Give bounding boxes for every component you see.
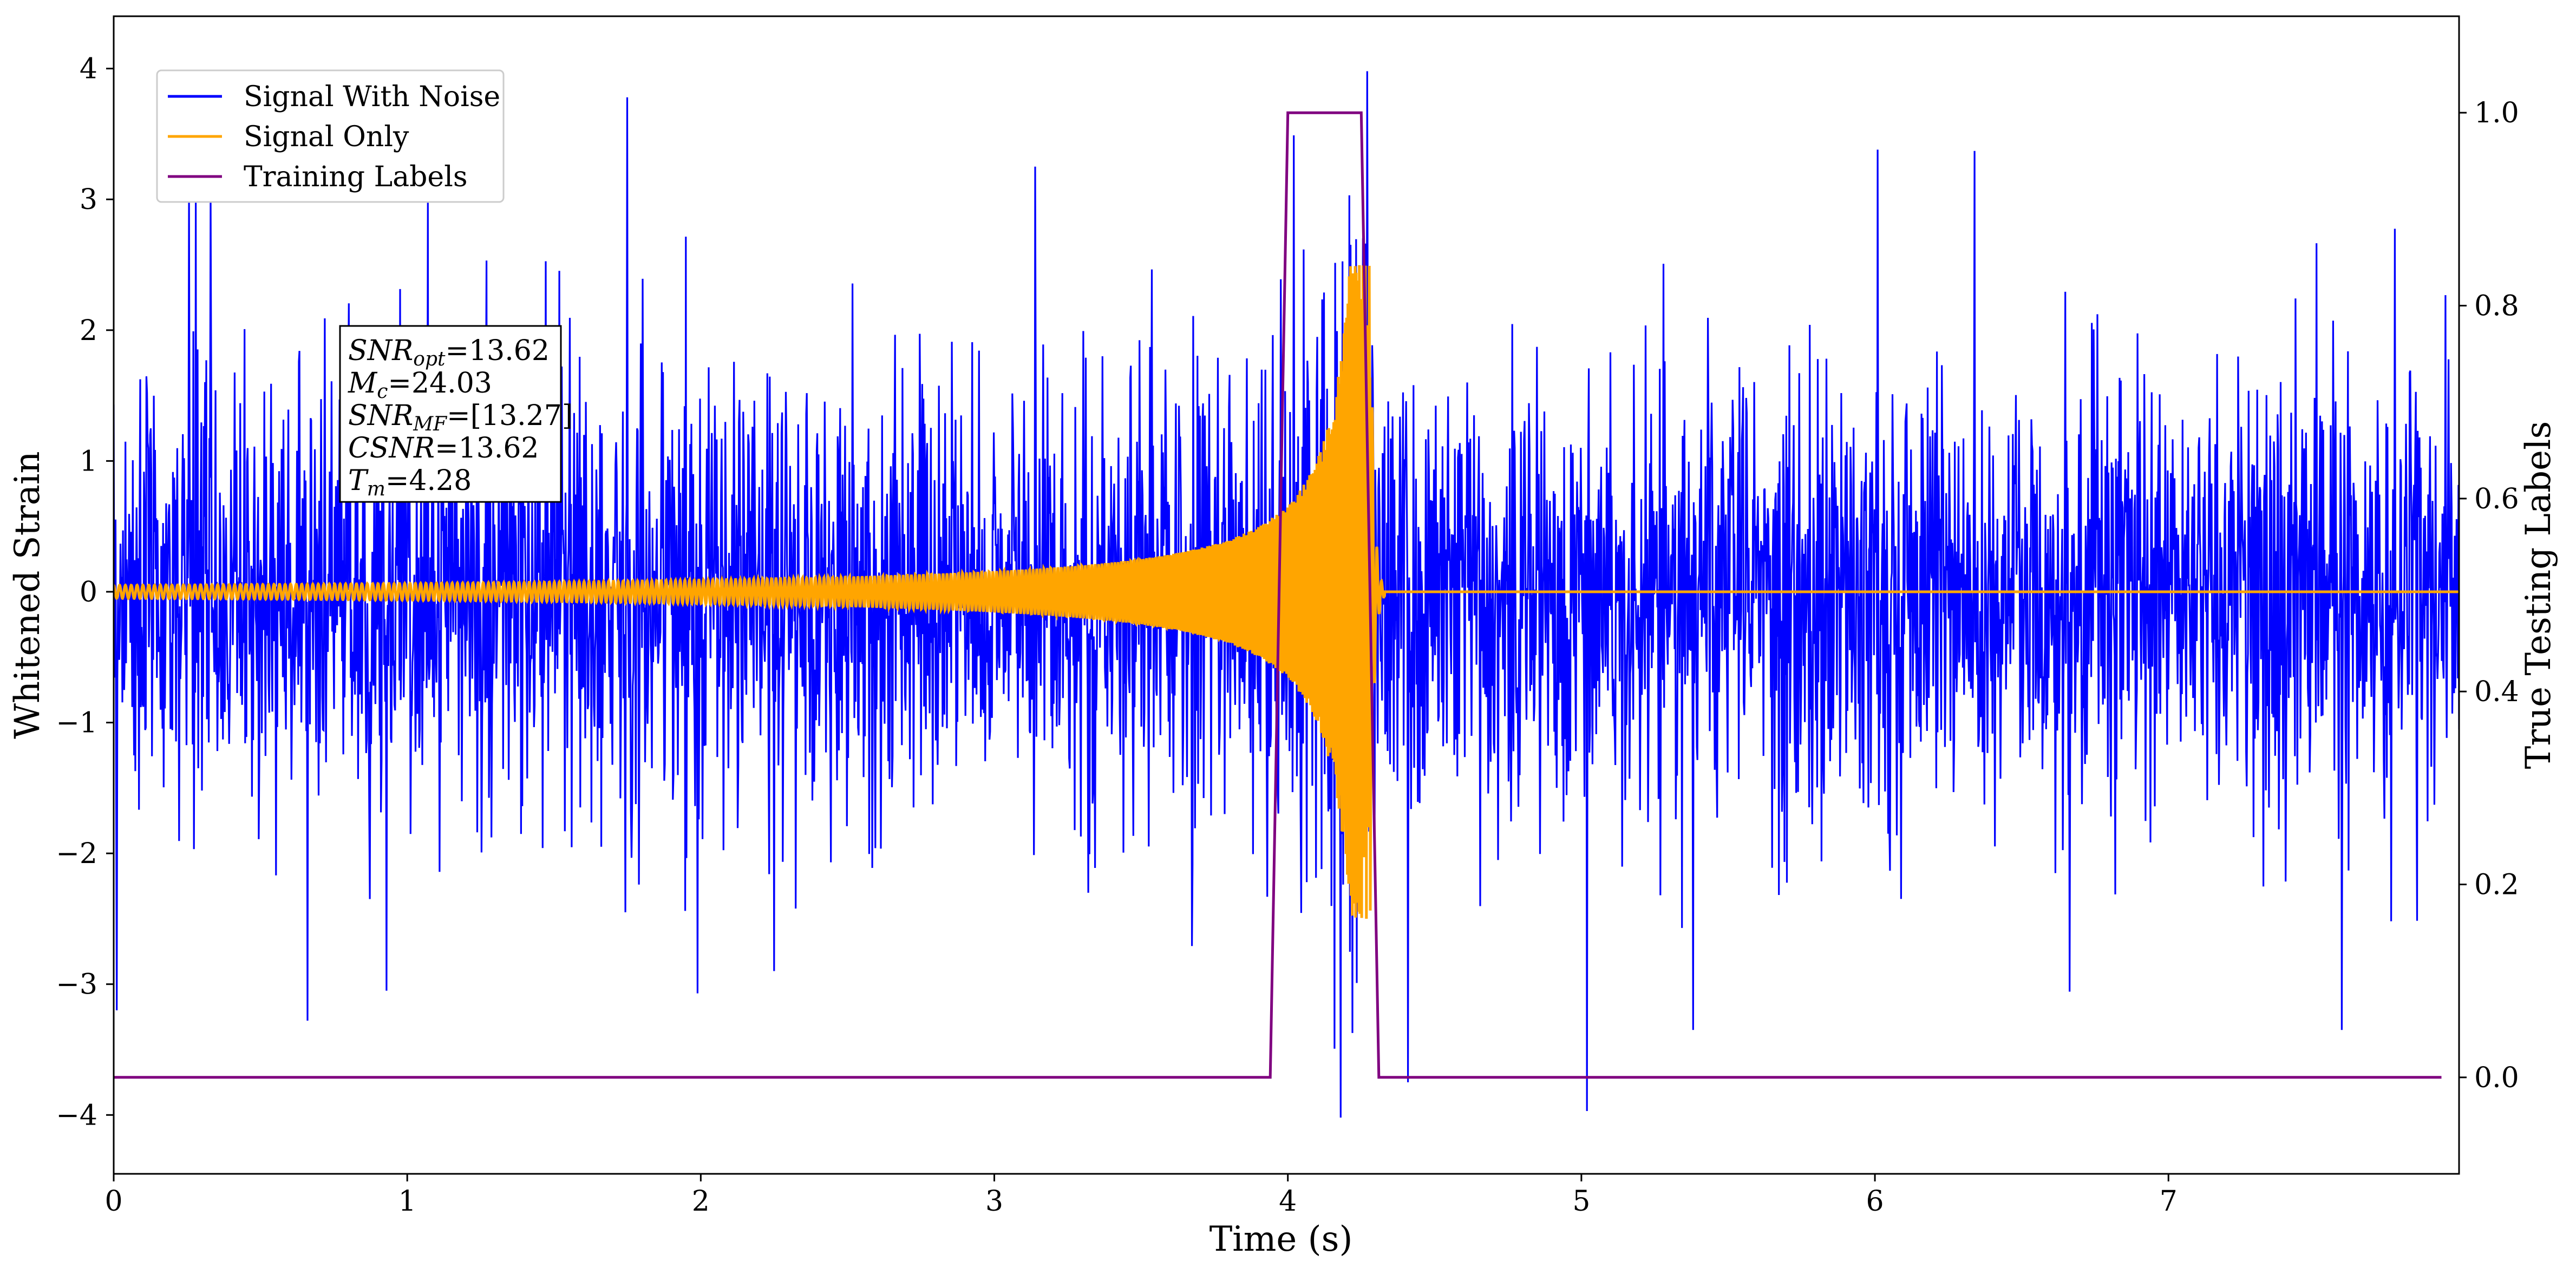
- annotation-frame: [339, 325, 562, 503]
- y-right-tick-label-1: 0.2: [2474, 869, 2519, 901]
- y-left-tick-label-0: −4: [56, 1099, 97, 1132]
- x-tick-label-3: 3: [985, 1185, 1003, 1218]
- x-tick-label-5: 5: [1572, 1185, 1590, 1218]
- series-signal-with-noise: [114, 71, 2459, 1118]
- y-right-tick-label-4: 0.8: [2474, 290, 2519, 323]
- series-training-labels: [114, 111, 2442, 1079]
- plot-frame: [113, 15, 2460, 1175]
- annotation-snr-opt: SNRopt=13.62: [348, 335, 550, 370]
- legend-box: [156, 69, 505, 203]
- legend-label-training-labels: Training Labels: [244, 161, 468, 193]
- x-tick-label-7: 7: [2160, 1185, 2178, 1218]
- y-left-tick-label-1: −3: [56, 969, 97, 1001]
- x-tick-label-2: 2: [692, 1185, 710, 1218]
- y-left-tick-label-7: 3: [80, 184, 97, 216]
- legend: Signal With Noise Signal Only Training L…: [156, 69, 505, 203]
- axes-layer: 0 1 2 3 4 5 6 7 −4 −3 −2 −1 0 1 2 3 4 0.0 0.2 0.4 0.6 0.8 1.0: [56, 53, 2519, 1218]
- x-axis-label: Time (s): [1209, 1219, 1353, 1259]
- x-tick-label-0: 0: [104, 1185, 122, 1218]
- y-axis-right-label: True Testing Labels: [2519, 421, 2559, 769]
- annotation-csnr: CSNR=13.62: [348, 432, 539, 465]
- y-left-tick-label-4: 0: [80, 576, 97, 609]
- annotation-snr-mf: SNRMF=[13.27]: [348, 400, 573, 435]
- annotation-mc: Mc=24.03: [348, 367, 492, 403]
- x-tick-label-1: 1: [398, 1185, 416, 1218]
- y-axis-left-label: Whitened Strain: [8, 451, 48, 739]
- series-layer: [114, 71, 2459, 1118]
- y-left-tick-label-8: 4: [80, 53, 97, 86]
- series-signal-only: [114, 265, 2459, 919]
- y-right-tick-label-0: 0.0: [2474, 1062, 2519, 1094]
- y-left-tick-label-6: 2: [80, 315, 97, 347]
- x-tick-label-4: 4: [1279, 1185, 1297, 1218]
- y-right-tick-label-2: 0.4: [2474, 676, 2519, 708]
- y-left-tick-label-2: −2: [56, 838, 97, 870]
- legend-label-signal-with-noise: Signal With Noise: [244, 81, 500, 113]
- y-left-tick-label-5: 1: [80, 445, 97, 478]
- y-right-tick-label-3: 0.6: [2474, 483, 2519, 515]
- legend-label-signal-only: Signal Only: [244, 121, 409, 153]
- annotation-box: SNRopt=13.62 Mc=24.03 SNRMF=[13.27] CSNR…: [339, 325, 573, 503]
- y-left-tick-label-3: −1: [56, 707, 97, 740]
- annotation-tm: Tm=4.28: [348, 465, 472, 500]
- x-tick-label-6: 6: [1866, 1185, 1884, 1218]
- y-right-tick-label-5: 1.0: [2474, 97, 2519, 129]
